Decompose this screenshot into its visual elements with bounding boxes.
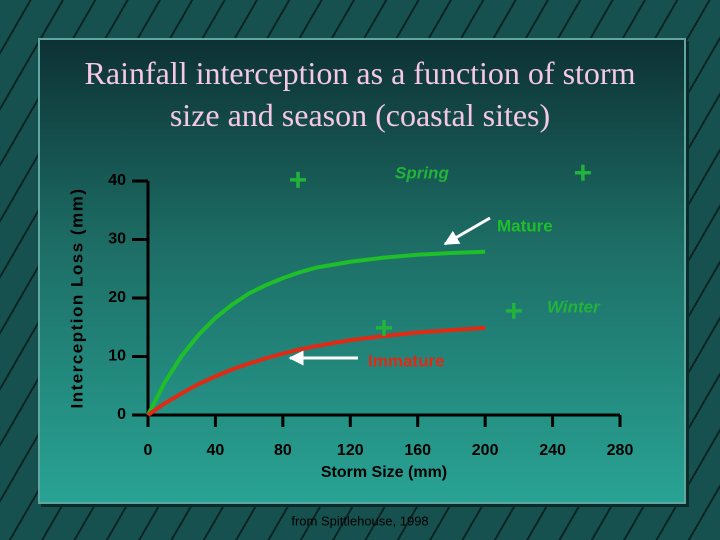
marker-label: Winter (547, 297, 601, 316)
x-tick-label: 160 (404, 442, 431, 459)
y-axis-label: Interception Loss (mm) (67, 188, 86, 409)
plus-marker (376, 319, 392, 336)
chart-title: Rainfall interception as a function of s… (84, 55, 636, 133)
y-tick-label: 30 (108, 231, 126, 248)
y-tick-label: 20 (108, 289, 126, 306)
x-tick-label: 200 (472, 442, 499, 459)
data-line (146, 249, 486, 416)
x-tick-label: 280 (607, 442, 634, 459)
x-tick-label: 80 (274, 442, 292, 459)
panel (38, 38, 686, 504)
y-tick-label: 0 (117, 406, 126, 423)
marker-label: Spring (395, 163, 449, 182)
plus-marker (574, 164, 591, 181)
x-tick-label: 40 (207, 442, 225, 459)
annotation-arrow (443, 216, 491, 246)
x-tick-label: 0 (144, 442, 153, 459)
x-axis-label: Storm Size (mm) (321, 464, 447, 481)
y-tick-label: 10 (108, 348, 126, 365)
plus-marker (505, 302, 522, 319)
series-label: Mature (497, 216, 553, 235)
data-line (146, 325, 486, 417)
series-label: Immature (368, 351, 445, 370)
plus-marker (290, 171, 307, 188)
x-tick-label: 240 (539, 442, 566, 459)
y-tick-label: 40 (108, 172, 126, 189)
x-tick-label: 120 (337, 442, 364, 459)
source-note: from Spittlehouse, 1998 (291, 513, 428, 528)
